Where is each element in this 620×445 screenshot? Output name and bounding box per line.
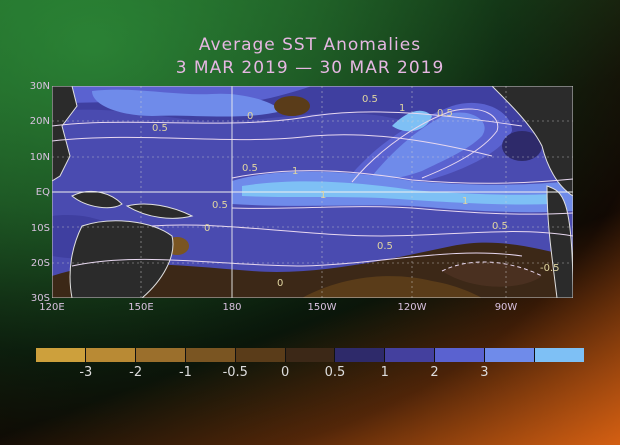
- contour-label: 0.5: [362, 94, 378, 105]
- cool-spot-1: [274, 96, 310, 116]
- lon-label-150e: 150E: [128, 302, 154, 313]
- contour-line-5: [151, 224, 573, 237]
- contour-label: 0.5: [492, 221, 508, 232]
- legend-tick-label: 1: [380, 365, 389, 380]
- land-central-america: [491, 86, 573, 197]
- contour-label: 1: [292, 166, 298, 177]
- lon-label-120e: 120E: [39, 302, 65, 313]
- contour-label: 0: [247, 111, 253, 122]
- sst-anomaly-map: 0.5 0.5 0.5 1 1 0 0 0.5 0.5 1 1 0.5 0.5 …: [52, 86, 573, 298]
- cool-spot-3: [502, 131, 542, 161]
- map-date-range: 3 MAR 2019 — 30 MAR 2019: [175, 58, 445, 78]
- lat-label-30s: 30S: [30, 293, 50, 304]
- field-tongue-inner: [372, 112, 485, 179]
- lat-label-eq: EQ: [35, 187, 50, 198]
- contour-label: 1: [462, 196, 468, 207]
- field-se-cool: [442, 261, 542, 287]
- legend-tick-label: -0.5: [222, 365, 248, 380]
- legend-swatch: [235, 348, 286, 362]
- lon-label-90w: 90W: [494, 302, 518, 313]
- legend-swatch: [285, 348, 336, 362]
- legend-swatch: [85, 348, 136, 362]
- contour-label: 0: [277, 278, 283, 289]
- contour-line-6: [71, 252, 523, 267]
- legend-swatch: [185, 348, 236, 362]
- contour-label: 0.5: [377, 241, 393, 252]
- field-south-cool2: [302, 276, 482, 298]
- legend-tick-label: 0: [280, 365, 290, 380]
- contour-label: 0.5: [437, 108, 453, 119]
- lat-label-20n: 20N: [29, 116, 50, 127]
- color-legend: [36, 348, 584, 362]
- graticule: [52, 86, 573, 298]
- contour-label: 0.5: [242, 163, 258, 174]
- legend-tick-label: -1: [178, 365, 192, 380]
- legend-swatch: [335, 348, 386, 362]
- contour-line-7: [351, 108, 499, 183]
- field-nw-warm: [92, 89, 282, 117]
- legend-swatch: [535, 348, 584, 362]
- legend-tick-label: -2: [129, 365, 143, 380]
- contour-label: 0: [204, 223, 210, 234]
- contour-label: -0.5: [540, 263, 560, 274]
- contour-line-2: [52, 134, 493, 157]
- legend-tick-label: 3: [480, 365, 489, 380]
- legend-swatch: [135, 348, 186, 362]
- legend-swatch: [385, 348, 436, 362]
- contour-label: 1: [320, 190, 326, 201]
- field-equatorial-inner: [242, 181, 552, 205]
- legend-swatch: [36, 348, 86, 362]
- legend-swatch: [485, 348, 536, 362]
- map-title: Average SST Anomalies: [198, 35, 422, 55]
- lat-label-20s: 20S: [30, 258, 50, 269]
- contour-line-3: [231, 170, 573, 184]
- lat-label-30n: 30N: [29, 81, 50, 92]
- lon-label-120w: 120W: [397, 302, 427, 313]
- legend-tick-label: -3: [79, 365, 93, 380]
- lon-label-180: 180: [222, 302, 242, 313]
- lat-label-10n: 10N: [29, 152, 50, 163]
- legend-tick-label: 2: [430, 365, 439, 380]
- land-new-guinea: [125, 203, 194, 219]
- contour-label: 0.5: [152, 123, 168, 134]
- lon-label-150w: 150W: [307, 302, 337, 313]
- legend-swatch: [435, 348, 486, 362]
- contour-line-dashed: [441, 261, 543, 277]
- contour-line-1: [52, 111, 523, 127]
- contour-label: 1: [399, 103, 405, 114]
- lat-label-10s: 10S: [30, 223, 50, 234]
- legend-tick-label: 0.5: [324, 365, 346, 380]
- contour-label: 0.5: [212, 200, 228, 211]
